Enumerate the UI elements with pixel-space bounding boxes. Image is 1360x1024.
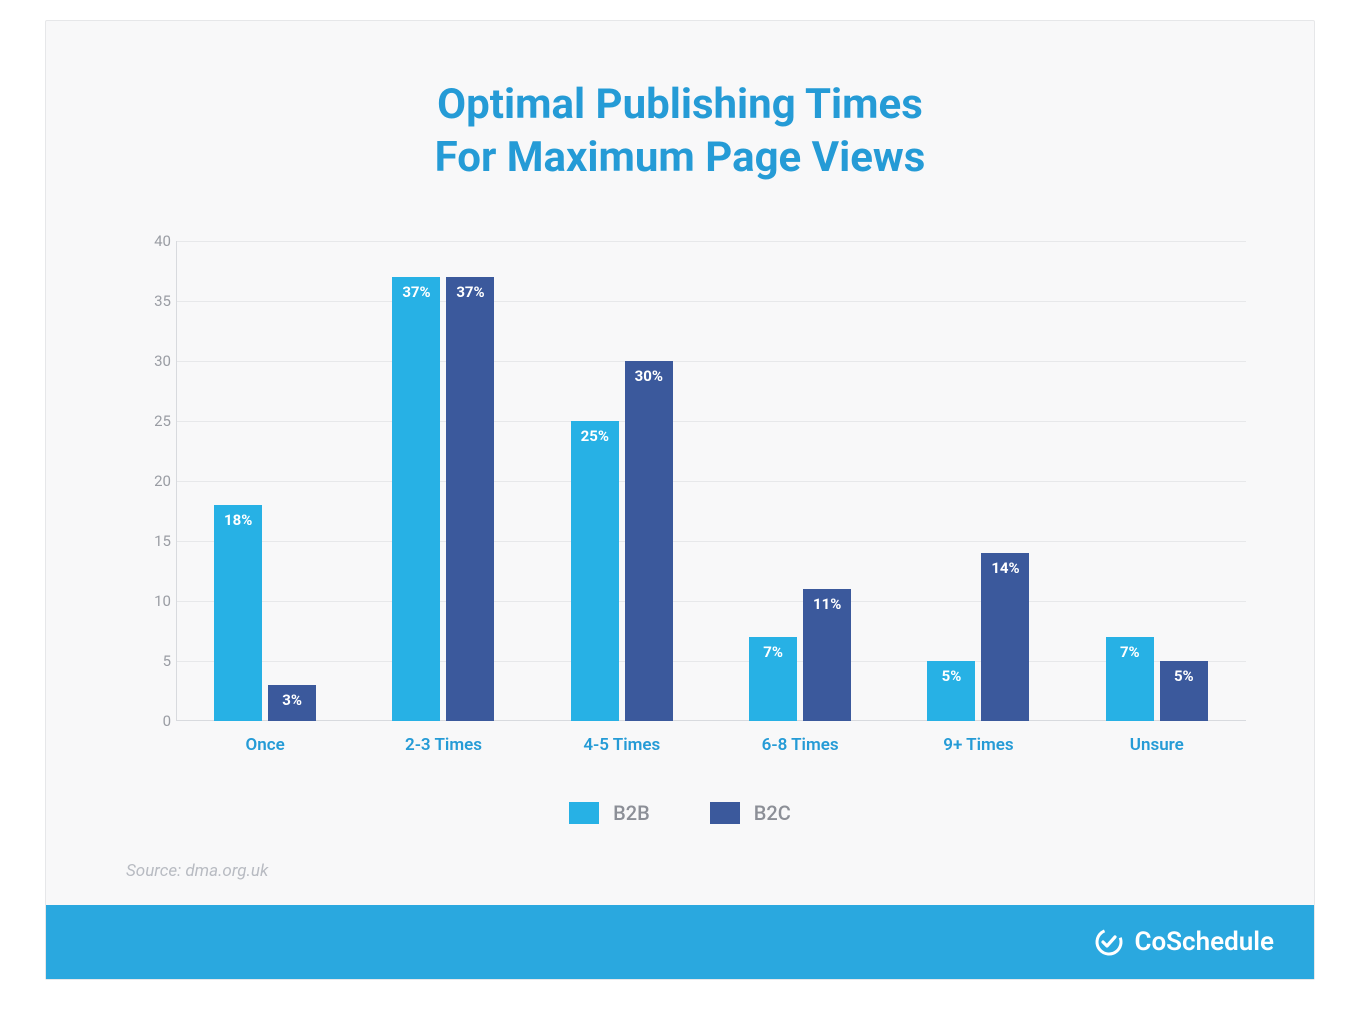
bar-groups: 18% 3% 37% 37% 25% 30% 7% 11% 5% 14% 7% 5% (176, 241, 1246, 721)
bar-group: 25% 30% (533, 241, 711, 721)
bar: 18% (214, 505, 262, 721)
x-tick-label: 2-3 Times (354, 725, 532, 761)
bar: 11% (803, 589, 851, 721)
chart-title: Optimal Publishing Times For Maximum Pag… (46, 79, 1314, 184)
bar-value-label: 18% (214, 511, 262, 529)
bar: 37% (446, 277, 494, 721)
bar-value-label: 25% (571, 427, 619, 445)
bar-value-label: 7% (749, 643, 797, 661)
brand-logo: CoSchedule (1094, 927, 1274, 957)
y-tick-label: 35 (116, 292, 171, 310)
x-axis-labels: Once2-3 Times4-5 Times6-8 Times9+ TimesU… (176, 725, 1246, 761)
bar-group: 37% 37% (354, 241, 532, 721)
y-tick-label: 20 (116, 472, 171, 490)
x-tick-label: 4-5 Times (533, 725, 711, 761)
chart-area: 0510152025303540 18%3%37%37%25%30%7%11%5… (116, 241, 1246, 761)
bar-value-label: 3% (268, 691, 316, 709)
bar: 3% (268, 685, 316, 721)
legend-label: B2C (754, 801, 791, 825)
legend-swatch (710, 802, 740, 824)
x-tick-label: Once (176, 725, 354, 761)
bar-group: 7% 11% (711, 241, 889, 721)
bar-group: 18% 3% (176, 241, 354, 721)
legend-item: B2C (710, 801, 791, 825)
bar: 5% (927, 661, 975, 721)
legend-swatch (569, 802, 599, 824)
legend: B2B B2C (46, 801, 1314, 825)
y-tick-label: 10 (116, 592, 171, 610)
legend-item: B2B (569, 801, 650, 825)
legend-label: B2B (613, 801, 650, 825)
page-root: Optimal Publishing Times For Maximum Pag… (0, 0, 1360, 1024)
x-tick-label: Unsure (1068, 725, 1246, 761)
y-tick-label: 30 (116, 352, 171, 370)
bar: 5% (1160, 661, 1208, 721)
bar: 7% (749, 637, 797, 721)
bar-group: 5% 14% (889, 241, 1067, 721)
y-tick-label: 25 (116, 412, 171, 430)
y-tick-label: 0 (116, 712, 171, 730)
bar-value-label: 5% (927, 667, 975, 685)
bar-group: 7% 5% (1068, 241, 1246, 721)
bar: 7% (1106, 637, 1154, 721)
bar-value-label: 37% (446, 283, 494, 301)
bar-value-label: 5% (1160, 667, 1208, 685)
bar: 25% (571, 421, 619, 721)
bar-value-label: 14% (981, 559, 1029, 577)
brand-check-icon (1094, 927, 1124, 957)
bar-value-label: 37% (392, 283, 440, 301)
title-line-1: Optimal Publishing Times (437, 80, 923, 129)
bar: 14% (981, 553, 1029, 721)
chart-card: Optimal Publishing Times For Maximum Pag… (45, 20, 1315, 980)
bar: 37% (392, 277, 440, 721)
bar-value-label: 11% (803, 595, 851, 613)
y-tick-label: 15 (116, 532, 171, 550)
bar-value-label: 7% (1106, 643, 1154, 661)
title-line-2: For Maximum Page Views (435, 133, 926, 182)
brand-footer: CoSchedule (46, 905, 1314, 979)
bar: 30% (625, 361, 673, 721)
x-tick-label: 6-8 Times (711, 725, 889, 761)
y-tick-label: 5 (116, 652, 171, 670)
bar-value-label: 30% (625, 367, 673, 385)
x-tick-label: 9+ Times (889, 725, 1067, 761)
brand-text: CoSchedule (1134, 927, 1274, 957)
y-tick-label: 40 (116, 232, 171, 250)
source-attribution: Source: dma.org.uk (126, 861, 268, 881)
